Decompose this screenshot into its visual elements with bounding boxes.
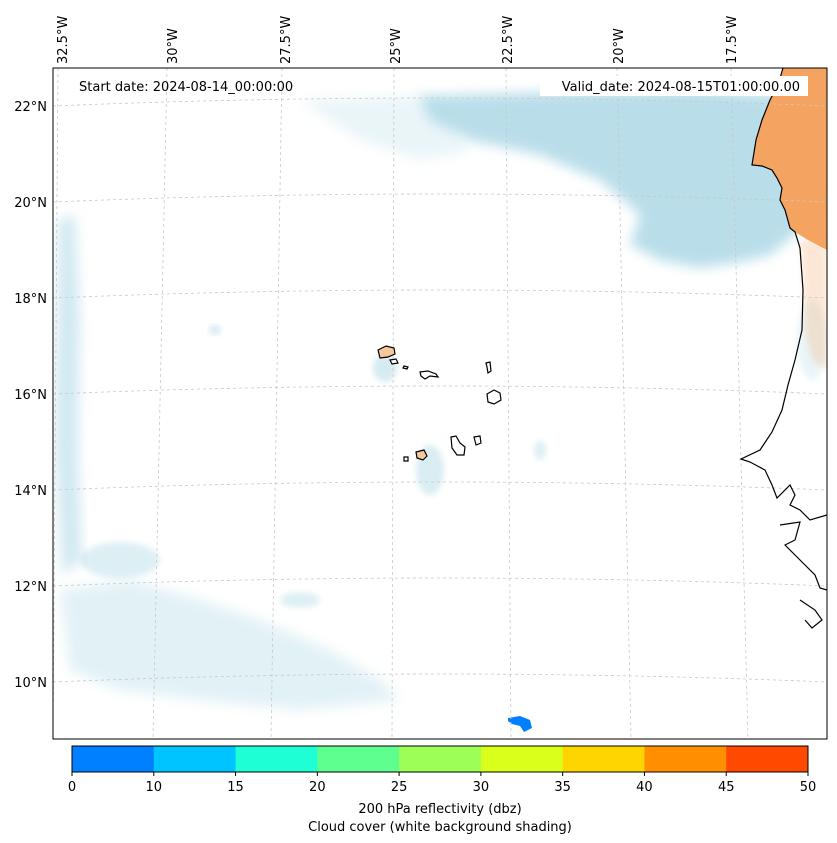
africa-land-interior-haze	[800, 240, 827, 370]
colorbar-label: 200 hPa reflectivity (dbz)	[358, 802, 521, 817]
colorbar-swatch	[153, 746, 237, 772]
start-date-label: Start date: 2024-08-14_00:00:00	[79, 80, 293, 95]
longitude-label: 25°W	[389, 28, 404, 64]
africa-land	[752, 68, 827, 250]
longitude-label: 30°W	[166, 28, 181, 64]
longitude-label: 27.5°W	[279, 16, 294, 64]
colorbar-swatch	[72, 746, 155, 772]
island-fogo	[415, 449, 428, 461]
valid-date-label: Valid_date: 2024-08-15T01:00:00.00	[562, 80, 800, 95]
valid-date-label-background	[540, 76, 808, 96]
colorbar-frame	[71, 745, 809, 773]
colorbar-tick-label: 30	[473, 780, 490, 795]
colorbar-swatch	[562, 746, 645, 772]
colorbar-tick-label: 20	[309, 780, 326, 795]
latitude-label: 22°N	[14, 100, 47, 115]
cloud-patch	[534, 440, 546, 460]
colorbar-swatch	[644, 746, 727, 772]
coastline	[739, 68, 827, 629]
cloud-patch	[280, 592, 320, 608]
colorbar-tick-label: 0	[68, 780, 76, 795]
colorbar-swatch	[235, 746, 318, 772]
colorbar-tick-label: 25	[391, 780, 408, 795]
cloud-band-west	[55, 215, 82, 575]
cape-verde-islands	[377, 345, 502, 462]
island-brava	[403, 456, 409, 462]
cloud-patch	[80, 542, 160, 578]
latitude-label: 12°N	[14, 580, 47, 595]
latitude-label: 16°N	[14, 388, 47, 403]
graticule	[53, 68, 827, 739]
colorbar-tick-label: 50	[800, 780, 817, 795]
island-sal	[485, 361, 492, 375]
colorbar-swatch	[480, 746, 564, 772]
cloud-band-south	[60, 580, 400, 710]
reflectivity-echo	[508, 716, 532, 732]
colorbar-tick-label: 40	[636, 780, 653, 795]
cloud-patch	[209, 325, 221, 335]
colorbar-tick-label: 45	[718, 780, 735, 795]
colorbar-sublabel: Cloud cover (white background shading)	[308, 820, 572, 835]
colorbar-tick-label: 35	[554, 780, 571, 795]
colorbar-swatch	[726, 746, 809, 772]
map-content	[53, 68, 827, 739]
longitude-label: 22.5°W	[501, 16, 516, 64]
map-frame	[52, 67, 828, 740]
latitude-label: 14°N	[14, 484, 47, 499]
longitude-label: 17.5°W	[725, 16, 740, 64]
longitude-label: 32.5°W	[56, 16, 71, 64]
latitude-label: 20°N	[14, 196, 47, 211]
colorbar-swatch	[399, 746, 482, 772]
island-sao-nicolau	[419, 370, 440, 380]
island-santa-luzia	[402, 365, 409, 370]
island-boa-vista	[486, 389, 502, 405]
colorbar-tick-label: 10	[146, 780, 163, 795]
colorbar: 0 10 15 20 25 30 35 40 45 50 200 hPa reflectivity…	[68, 745, 817, 835]
cloud-region-north	[420, 90, 800, 268]
latitude-label: 18°N	[14, 292, 47, 307]
island-santiago	[450, 435, 466, 456]
colorbar-swatch	[317, 746, 400, 772]
longitude-label: 20°W	[612, 28, 627, 64]
island-santo-antao	[377, 345, 396, 359]
colorbar-tick-label: 15	[227, 780, 244, 795]
island-sao-vicente	[389, 358, 399, 365]
cloud-region-north-haze	[300, 96, 470, 160]
latitude-label: 10°N	[14, 676, 47, 691]
island-maio	[473, 435, 482, 446]
